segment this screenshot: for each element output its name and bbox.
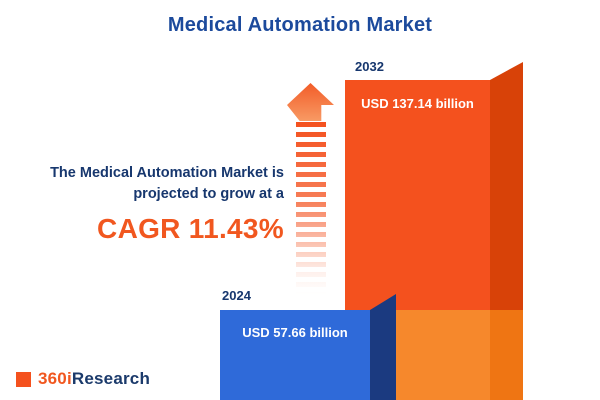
description-block: The Medical Automation Market is project…: [28, 163, 284, 249]
logo-text-prefix: 360i: [38, 369, 72, 388]
logo-text: 360iResearch: [38, 369, 150, 389]
bar-2032-side-face: [490, 62, 523, 400]
bar-2032-year-label: 2032: [355, 59, 384, 74]
brand-logo: 360iResearch: [16, 369, 150, 389]
bar-2024-value-label: USD 57.66 billion: [242, 325, 348, 340]
growth-arrow-icon: [287, 83, 334, 121]
growth-arrow-shaft: [296, 122, 326, 294]
page-title: Medical Automation Market: [167, 14, 433, 36]
logo-square-icon: [16, 371, 31, 387]
description-line-2: projected to grow at a: [133, 185, 284, 202]
bar-2024-side-face: [370, 294, 396, 400]
bar-2024-year-label: 2024: [222, 288, 251, 303]
logo-text-suffix: Research: [71, 369, 151, 388]
bar-2024: [220, 310, 370, 400]
cagr-value: CAGR 11.43%: [97, 213, 284, 245]
description-line-1: The Medical Automation Market is: [50, 165, 284, 181]
bar-2032-value-label: USD 137.14 billion: [361, 96, 474, 111]
